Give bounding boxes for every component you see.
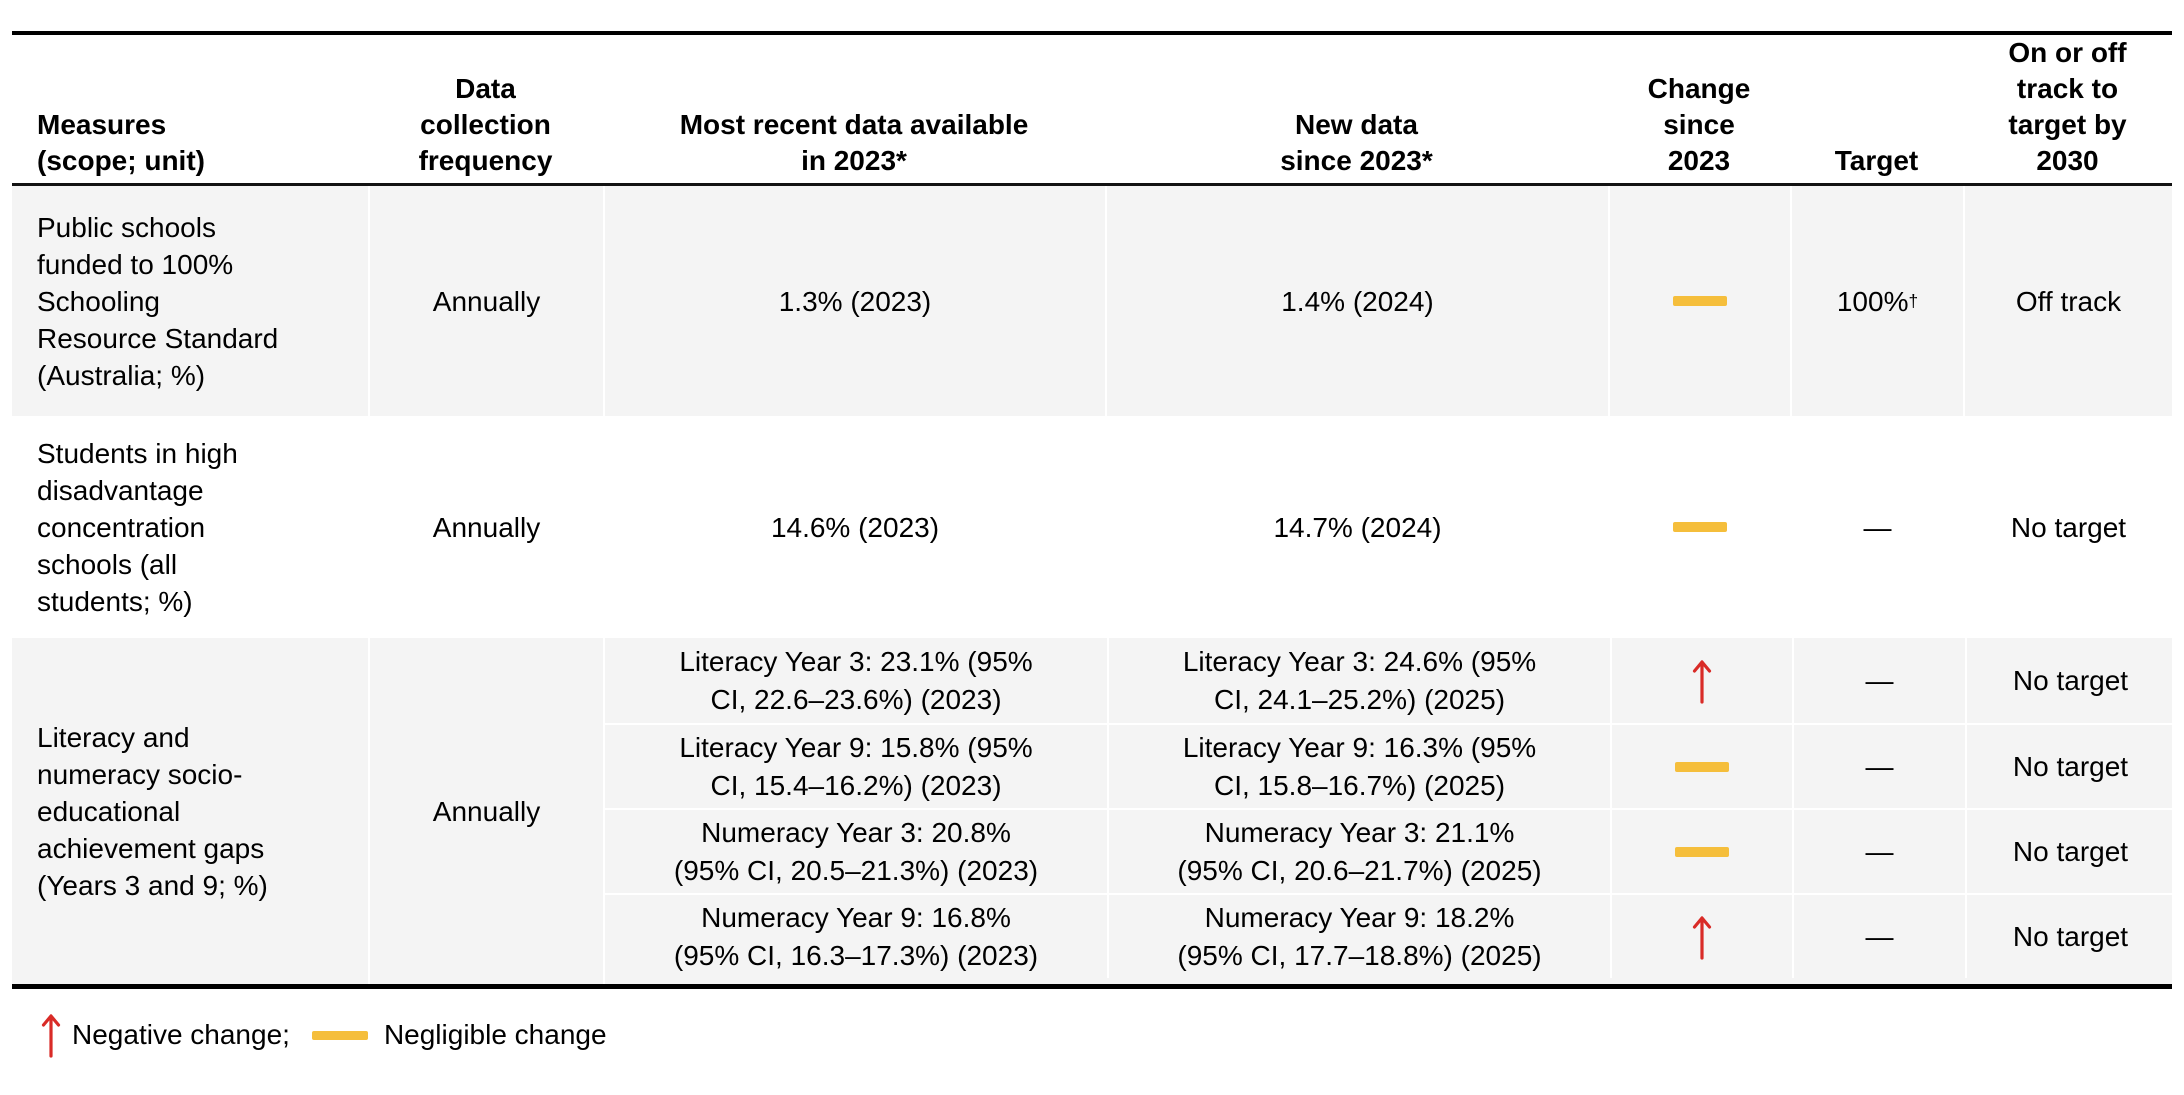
negligible-change-icon — [1675, 761, 1729, 772]
table-row-literacy-numeracy-gaps: Literacy and numeracy socio- educational… — [12, 638, 2172, 984]
legend-negligible-label: Negligible change — [383, 1019, 607, 1050]
col-header-change: Change since 2023 — [1647, 73, 1751, 176]
legend-negative-item: Negative change; — [40, 1012, 290, 1058]
subrow-group: Literacy Year 3: 23.1% (95% CI, 22.6–23.… — [603, 638, 2172, 984]
recent-data-cell: 14.6% (2023) — [603, 416, 1105, 638]
new-data-cell: Literacy Year 3: 24.6% (95% CI, 24.1–25.… — [1107, 638, 1610, 723]
recent-data-cell: Literacy Year 9: 15.8% (95% CI, 15.4–16.… — [679, 731, 1033, 801]
col-header-track: On or off track to target by 2030 — [2008, 37, 2127, 176]
new-data-cell: 1.4% (2024) — [1105, 186, 1608, 416]
change-cell — [1608, 186, 1790, 416]
change-cell — [1610, 725, 1792, 808]
track-cell: Off track — [1963, 186, 2172, 416]
subrow-literacy-year9: Literacy Year 9: 15.8% (95% CI, 15.4–16.… — [605, 723, 2172, 808]
legend: Negative change; Negligible change — [40, 1012, 607, 1058]
measure-cell: Literacy and numeracy socio- educational… — [37, 721, 268, 901]
track-cell: No target — [1965, 810, 2174, 893]
legend-negative-label: Negative change; — [72, 1019, 290, 1050]
change-cell — [1610, 895, 1792, 978]
track-cell: No target — [1963, 416, 2172, 638]
negative-change-icon — [1692, 915, 1712, 960]
change-cell — [1610, 810, 1792, 893]
track-cell: No target — [1965, 638, 2174, 723]
new-data-cell: Numeracy Year 9: 18.2% (95% CI, 17.7–18.… — [1107, 895, 1610, 978]
new-data-cell: Numeracy Year 3: 21.1% (95% CI, 20.6–21.… — [1107, 810, 1610, 893]
target-value: 100% — [1836, 285, 1909, 317]
target-cell: — — [1792, 725, 1965, 808]
target-cell: 100% † — [1790, 186, 1963, 416]
measure-cell: Public schools funded to 100% Schooling … — [37, 211, 279, 391]
frequency-cell: Annually — [368, 186, 603, 416]
col-header-recent-data: Most recent data available in 2023* — [679, 109, 1029, 176]
table-header-row: Measures (scope; unit) Data collection f… — [12, 35, 2172, 186]
negligible-change-icon — [1673, 522, 1727, 532]
change-cell — [1608, 416, 1790, 638]
negligible-change-icon — [1675, 846, 1729, 857]
recent-data-cell: Numeracy Year 9: 16.8% (95% CI, 16.3–17.… — [673, 901, 1039, 971]
col-header-new-data: New data since 2023* — [1280, 109, 1433, 176]
table-row-disadvantage-schools: Students in high disadvantage concentrat… — [12, 416, 2172, 638]
table-row-public-schools: Public schools funded to 100% Schooling … — [12, 186, 2172, 416]
up-arrow-icon — [41, 1014, 61, 1058]
negligible-change-icon — [1673, 296, 1727, 306]
measures-table: Measures (scope; unit) Data collection f… — [12, 31, 2172, 989]
new-data-cell: Literacy Year 9: 16.3% (95% CI, 15.8–16.… — [1107, 725, 1610, 808]
legend-negligible-item: Negligible change — [290, 1019, 607, 1051]
negative-change-icon — [1692, 659, 1712, 704]
new-data-cell: 14.7% (2024) — [1105, 416, 1608, 638]
frequency-cell: Annually — [368, 416, 603, 638]
track-cell: No target — [1965, 895, 2174, 978]
subrow-literacy-year3: Literacy Year 3: 23.1% (95% CI, 22.6–23.… — [605, 638, 2172, 723]
dash-icon — [311, 1030, 368, 1040]
target-cell: — — [1792, 638, 1965, 723]
col-header-measures: Measures (scope; unit) — [37, 109, 205, 176]
track-cell: No target — [1965, 725, 2174, 808]
subrow-numeracy-year9: Numeracy Year 9: 16.8% (95% CI, 16.3–17.… — [605, 893, 2172, 978]
subrow-numeracy-year3: Numeracy Year 3: 20.8% (95% CI, 20.5–21.… — [605, 808, 2172, 893]
recent-data-cell: 1.3% (2023) — [603, 186, 1105, 416]
target-cell: — — [1792, 895, 1965, 978]
recent-data-cell: Numeracy Year 3: 20.8% (95% CI, 20.5–21.… — [673, 816, 1039, 886]
target-cell: — — [1792, 810, 1965, 893]
frequency-cell: Annually — [368, 638, 603, 984]
change-cell — [1610, 638, 1792, 723]
target-cell: — — [1790, 416, 1963, 638]
col-header-target: Target — [1834, 145, 1919, 176]
recent-data-cell: Literacy Year 3: 23.1% (95% CI, 22.6–23.… — [679, 645, 1033, 715]
measure-cell: Students in high disadvantage concentrat… — [37, 437, 238, 617]
col-header-frequency: Data collection frequency — [418, 73, 553, 176]
